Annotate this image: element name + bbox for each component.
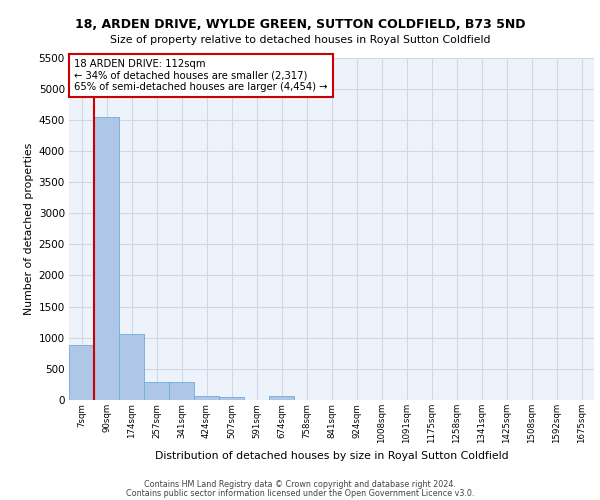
Bar (219, 396, 244, 400)
Bar (94, 118, 119, 400)
Bar (269, 396, 294, 400)
Bar (169, 382, 194, 400)
Bar (119, 334, 144, 400)
Text: 18 ARDEN DRIVE: 112sqm
← 34% of detached houses are smaller (2,317)
65% of semi-: 18 ARDEN DRIVE: 112sqm ← 34% of detached… (74, 59, 328, 92)
Bar (69, 345, 94, 400)
Text: Size of property relative to detached houses in Royal Sutton Coldfield: Size of property relative to detached ho… (110, 35, 490, 45)
Bar (144, 382, 169, 400)
Text: Contains public sector information licensed under the Open Government Licence v3: Contains public sector information licen… (126, 488, 474, 498)
Text: 18, ARDEN DRIVE, WYLDE GREEN, SUTTON COLDFIELD, B73 5ND: 18, ARDEN DRIVE, WYLDE GREEN, SUTTON COL… (75, 18, 525, 30)
Y-axis label: Number of detached properties: Number of detached properties (25, 142, 34, 315)
Text: Contains HM Land Registry data © Crown copyright and database right 2024.: Contains HM Land Registry data © Crown c… (144, 480, 456, 489)
Bar (194, 396, 219, 400)
X-axis label: Distribution of detached houses by size in Royal Sutton Coldfield: Distribution of detached houses by size … (155, 452, 508, 462)
